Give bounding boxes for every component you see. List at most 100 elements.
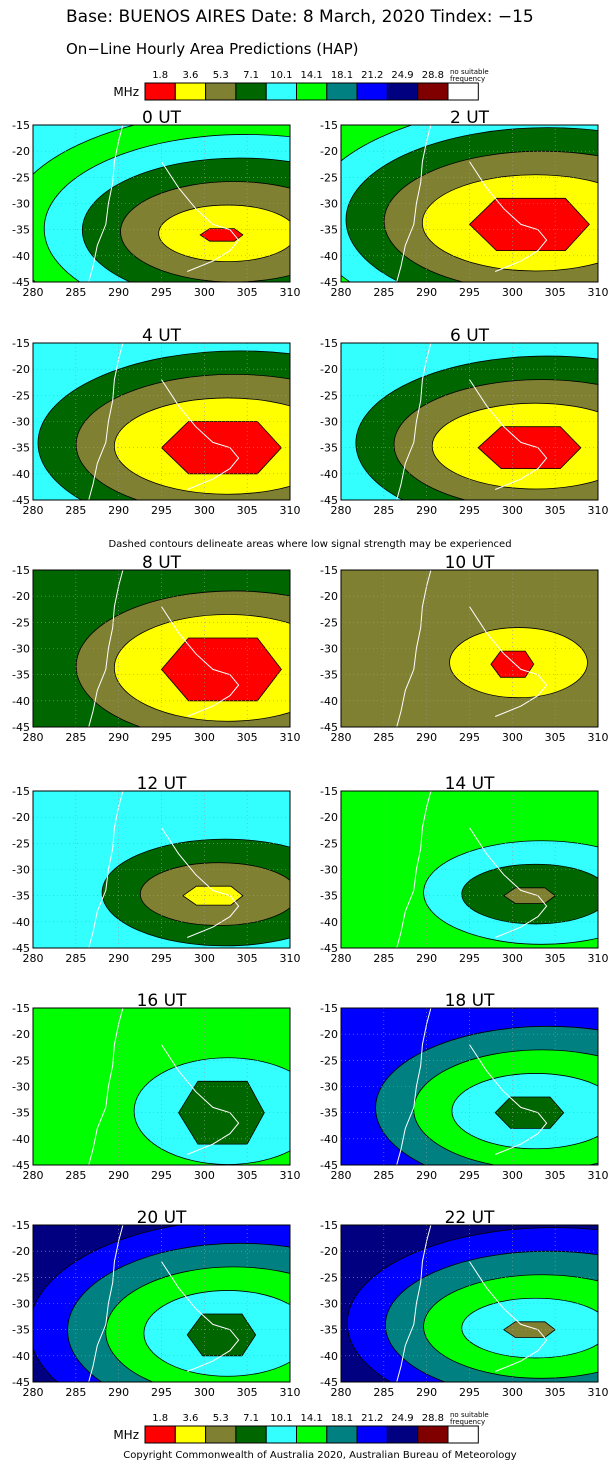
y-tick-label: -35 (320, 442, 338, 455)
dashed-contour-note: Dashed contours delineate areas where lo… (108, 539, 511, 550)
panel-title: 6 UT (450, 326, 490, 346)
y-tick-label: -40 (12, 1350, 30, 1363)
panel-title: 20 UT (137, 1208, 187, 1228)
coastline (88, 791, 124, 948)
legend-swatch (235, 82, 267, 101)
x-tick-label: 300 (502, 731, 523, 744)
legend-swatch (205, 1425, 237, 1444)
panel-title: 18 UT (445, 991, 495, 1011)
panel: 18 UT 280 285 290 295 300 305 310 -15 -20 -25 -30 -3… (320, 991, 609, 1182)
legend-threshold-label: 3.6 (182, 1413, 198, 1424)
x-tick-label: 300 (194, 1169, 215, 1182)
x-tick-label: 280 (331, 286, 352, 299)
legend-swatch (235, 1425, 267, 1444)
y-tick-label: -40 (320, 468, 338, 481)
x-tick-label: 285 (65, 504, 86, 517)
x-tick-label: 290 (108, 504, 129, 517)
x-tick-label: 290 (416, 1169, 437, 1182)
x-tick-label: 305 (237, 1386, 258, 1399)
legend-threshold-label: 24.9 (391, 70, 413, 81)
x-tick-label: 285 (373, 1169, 394, 1182)
legend-threshold-label: 1.8 (152, 70, 168, 81)
x-tick-label: 310 (588, 731, 609, 744)
x-tick-label: 300 (502, 1386, 523, 1399)
x-tick-label: 285 (373, 731, 394, 744)
y-tick-label: -35 (12, 669, 30, 682)
y-tick-label: -35 (12, 890, 30, 903)
y-tick-label: -25 (320, 837, 338, 850)
x-tick-label: 300 (194, 1386, 215, 1399)
y-tick-label: -25 (320, 389, 338, 402)
y-tick-label: -45 (12, 494, 30, 507)
x-tick-label: 305 (237, 731, 258, 744)
panel-title: 0 UT (142, 108, 182, 128)
x-tick-label: 310 (280, 952, 301, 965)
y-tick-label: -15 (12, 785, 30, 798)
y-tick-label: -30 (320, 1298, 338, 1311)
y-tick-label: -25 (320, 616, 338, 629)
y-tick-label: -15 (12, 337, 30, 350)
legend-threshold-label: 21.2 (361, 1413, 383, 1424)
legend-threshold-label: 14.1 (301, 70, 323, 81)
y-tick-label: -20 (12, 145, 30, 158)
y-tick-label: -20 (320, 145, 338, 158)
legend-threshold-label: 18.1 (331, 70, 353, 81)
legend-swatch (386, 82, 419, 101)
y-tick-label: -35 (320, 669, 338, 682)
legend-swatch (447, 1425, 479, 1444)
x-tick-label: 300 (194, 504, 215, 517)
panel: 14 UT 280 285 290 295 300 305 310 -15 -20 -25 -30 -3… (320, 774, 608, 965)
legend-unit-label: MHz (113, 85, 139, 99)
coastline (396, 791, 432, 948)
legend-swatch (386, 1425, 419, 1444)
panel-title: 12 UT (137, 774, 187, 794)
x-tick-label: 295 (459, 1169, 480, 1182)
panel-title: 10 UT (445, 553, 495, 573)
x-tick-label: 295 (151, 1169, 172, 1182)
legend-swatch (417, 1425, 449, 1444)
x-tick-label: 295 (151, 731, 172, 744)
x-tick-label: 295 (151, 1386, 172, 1399)
contour-core-zone (199, 228, 244, 242)
y-tick-label: -45 (320, 276, 338, 289)
y-tick-label: -15 (320, 564, 338, 577)
legend-swatch (417, 82, 449, 101)
x-tick-label: 290 (416, 952, 437, 965)
x-tick-label: 310 (588, 1169, 609, 1182)
y-tick-label: -45 (320, 1159, 338, 1172)
x-tick-label: 290 (108, 1386, 129, 1399)
legend-no-freq-label: frequency (450, 75, 485, 83)
x-tick-label: 295 (151, 504, 172, 517)
legend-swatch (296, 1425, 328, 1444)
x-tick-label: 300 (194, 952, 215, 965)
bottom-frequency-legend: MHz 1.8 3.6 5.3 7.1 10.1 14.1 18.1 21.2 24.9 28.8 n… (113, 1411, 489, 1444)
legend-swatch (356, 1425, 388, 1444)
coastline (88, 570, 124, 727)
x-tick-label: 305 (545, 286, 566, 299)
x-tick-label: 300 (194, 286, 215, 299)
legend-swatch (296, 82, 328, 101)
y-tick-label: -45 (12, 276, 30, 289)
x-tick-label: 285 (373, 504, 394, 517)
y-tick-label: -25 (12, 171, 30, 184)
y-tick-label: -40 (12, 468, 30, 481)
y-tick-label: -20 (12, 1028, 30, 1041)
legend-threshold-label: 5.3 (213, 70, 229, 81)
y-tick-label: -25 (12, 1271, 30, 1284)
y-tick-label: -30 (320, 864, 338, 877)
y-tick-label: -25 (12, 1054, 30, 1067)
x-tick-label: 280 (331, 731, 352, 744)
x-tick-label: 310 (588, 1386, 609, 1399)
x-tick-label: 310 (280, 1386, 301, 1399)
panel: 6 UT 280 285 290 295 300 305 310 -15 -20 -25 -30 -35… (320, 326, 608, 517)
panel-frame (32, 342, 291, 501)
coastline (396, 343, 432, 500)
y-tick-label: -15 (320, 1002, 338, 1015)
y-tick-label: -25 (320, 171, 338, 184)
legend-threshold-label: 28.8 (422, 1413, 444, 1424)
y-tick-label: -40 (320, 1350, 338, 1363)
legend-swatch (144, 1425, 176, 1444)
y-tick-label: -20 (320, 1028, 338, 1041)
legend-swatch (265, 82, 298, 101)
y-tick-label: -20 (12, 363, 30, 376)
